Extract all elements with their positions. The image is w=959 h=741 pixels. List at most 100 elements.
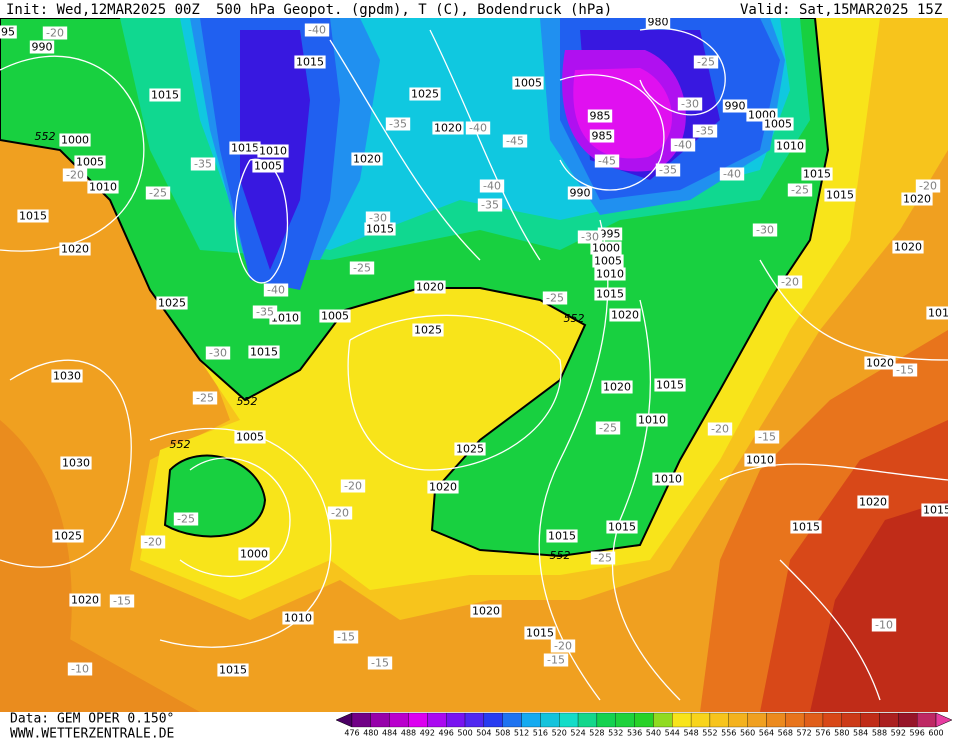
pressure-label-box	[69, 593, 101, 607]
pressure-label: 1020	[859, 496, 887, 509]
temperature-label: -15	[896, 364, 914, 377]
pressure-label-box	[234, 430, 266, 444]
pressure-label-box	[248, 345, 280, 359]
pressure-label-box	[217, 663, 249, 677]
colorbar-label: 480	[363, 729, 378, 738]
pressure-label-box	[594, 267, 626, 281]
colorbar-label: 532	[608, 729, 623, 738]
pressure-label: 1015	[923, 504, 951, 517]
temperature-label: -25	[599, 422, 617, 435]
pressure-label: 1010	[776, 140, 804, 153]
contour-label: 552	[35, 130, 56, 143]
colorbar-label: 600	[928, 729, 943, 738]
pressure-label-box	[351, 152, 383, 166]
valid-time: Valid: Sat,15MAR2025 15Z	[740, 2, 942, 18]
pressure-label: 1020	[61, 243, 89, 256]
temperature-label-box	[677, 97, 703, 111]
temperature-label-box	[542, 291, 568, 305]
colorbar-label: 496	[439, 729, 454, 738]
temperature-label: -20	[554, 640, 572, 653]
colorbar-swatch	[766, 712, 786, 728]
colorbar-swatch	[370, 712, 390, 728]
pressure-label-box	[512, 76, 544, 90]
colorbar-arrow	[935, 712, 953, 728]
temperature-label: -40	[483, 180, 501, 193]
temperature-label: -35	[696, 125, 714, 138]
temperature-label: -15	[547, 654, 565, 667]
temperature-label-box	[543, 653, 569, 667]
isobar	[234, 158, 288, 284]
pressure-label-box	[74, 155, 106, 169]
pressure-label: 1015	[526, 627, 554, 640]
temperature-label: -25	[791, 184, 809, 197]
pressure-label: 1005	[594, 255, 622, 268]
pressure-label: 1025	[414, 324, 442, 337]
pressure-label-box	[790, 520, 822, 534]
temperature-label-box	[915, 179, 941, 193]
pressure-label-box	[470, 604, 502, 618]
temperature-label: -15	[758, 431, 776, 444]
pressure-label-box	[597, 227, 623, 241]
isobar	[429, 29, 541, 261]
pressure-label-box	[594, 287, 626, 301]
website: WWW.WETTERZENTRALE.DE	[10, 727, 174, 741]
temperature-label: -20	[344, 480, 362, 493]
pressure-label: 1015	[656, 379, 684, 392]
temperature-label: -25	[196, 392, 214, 405]
pressure-label-box	[567, 186, 593, 200]
pressure-label: 1025	[456, 443, 484, 456]
colorbar-swatch	[521, 712, 541, 728]
temperature-label: -20	[781, 276, 799, 289]
colorbar-swatch	[898, 712, 918, 728]
temperature-label: -15	[337, 631, 355, 644]
pressure-label-box	[864, 356, 896, 370]
pressure-label-box	[546, 529, 578, 543]
colorbar-label: 528	[589, 729, 604, 738]
pressure-label: 990	[570, 187, 591, 200]
field-dark-red	[810, 500, 948, 712]
isobar	[611, 299, 681, 701]
colorbar-arrow	[335, 712, 353, 728]
colorbar-label: 500	[457, 729, 472, 738]
temperature-label: -20	[66, 169, 84, 182]
pressure-label: 1005	[76, 156, 104, 169]
temperature-label-box	[263, 283, 289, 297]
pressure-label-box	[238, 547, 270, 561]
contour-label: 552	[550, 549, 571, 562]
pressure-label-box	[432, 121, 464, 135]
temperature-label-box	[340, 479, 366, 493]
pressure-label: 1015	[219, 664, 247, 677]
colorbar-swatch	[803, 712, 824, 728]
pressure-label-box	[282, 611, 314, 625]
pressure-label: 1000	[592, 242, 620, 255]
pressure-label-box	[51, 369, 83, 383]
temperature-label: -25	[149, 187, 167, 200]
temperature-label-box	[67, 662, 93, 676]
temperature-label: -35	[481, 199, 499, 212]
temperature-label-box	[719, 167, 745, 181]
colorbar-swatch	[917, 712, 937, 728]
pressure-label-box	[59, 242, 91, 256]
colorbar-swatch	[559, 712, 579, 728]
map-title: 500 hPa Geopot. (gpdm), T (C), Bodendruc…	[216, 2, 612, 18]
temperature-label-box	[333, 630, 359, 644]
pressure-label-box	[722, 99, 748, 113]
pressure-label: 1005	[764, 118, 792, 131]
temperature-label-box	[145, 186, 171, 200]
isobar	[329, 39, 481, 261]
pressure-label-box	[801, 167, 833, 181]
colorbar-label: 544	[665, 729, 680, 738]
pressure-label: 990	[32, 41, 53, 54]
pressure-label-box	[60, 456, 92, 470]
pressure-label: 1010	[596, 268, 624, 281]
pressure-label-box	[0, 25, 17, 39]
pressure-label: 1015	[596, 288, 624, 301]
temperature-label-box	[465, 121, 491, 135]
init-time: Init: Wed,12MAR2025 00Z	[6, 2, 200, 18]
colorbar-label: 548	[683, 729, 698, 738]
colorbar-label: 516	[533, 729, 548, 738]
colorbar-swatch	[464, 712, 485, 728]
colorbar-swatch	[502, 712, 522, 728]
pressure-label: 1020	[416, 281, 444, 294]
temperature-label-box	[327, 506, 353, 520]
